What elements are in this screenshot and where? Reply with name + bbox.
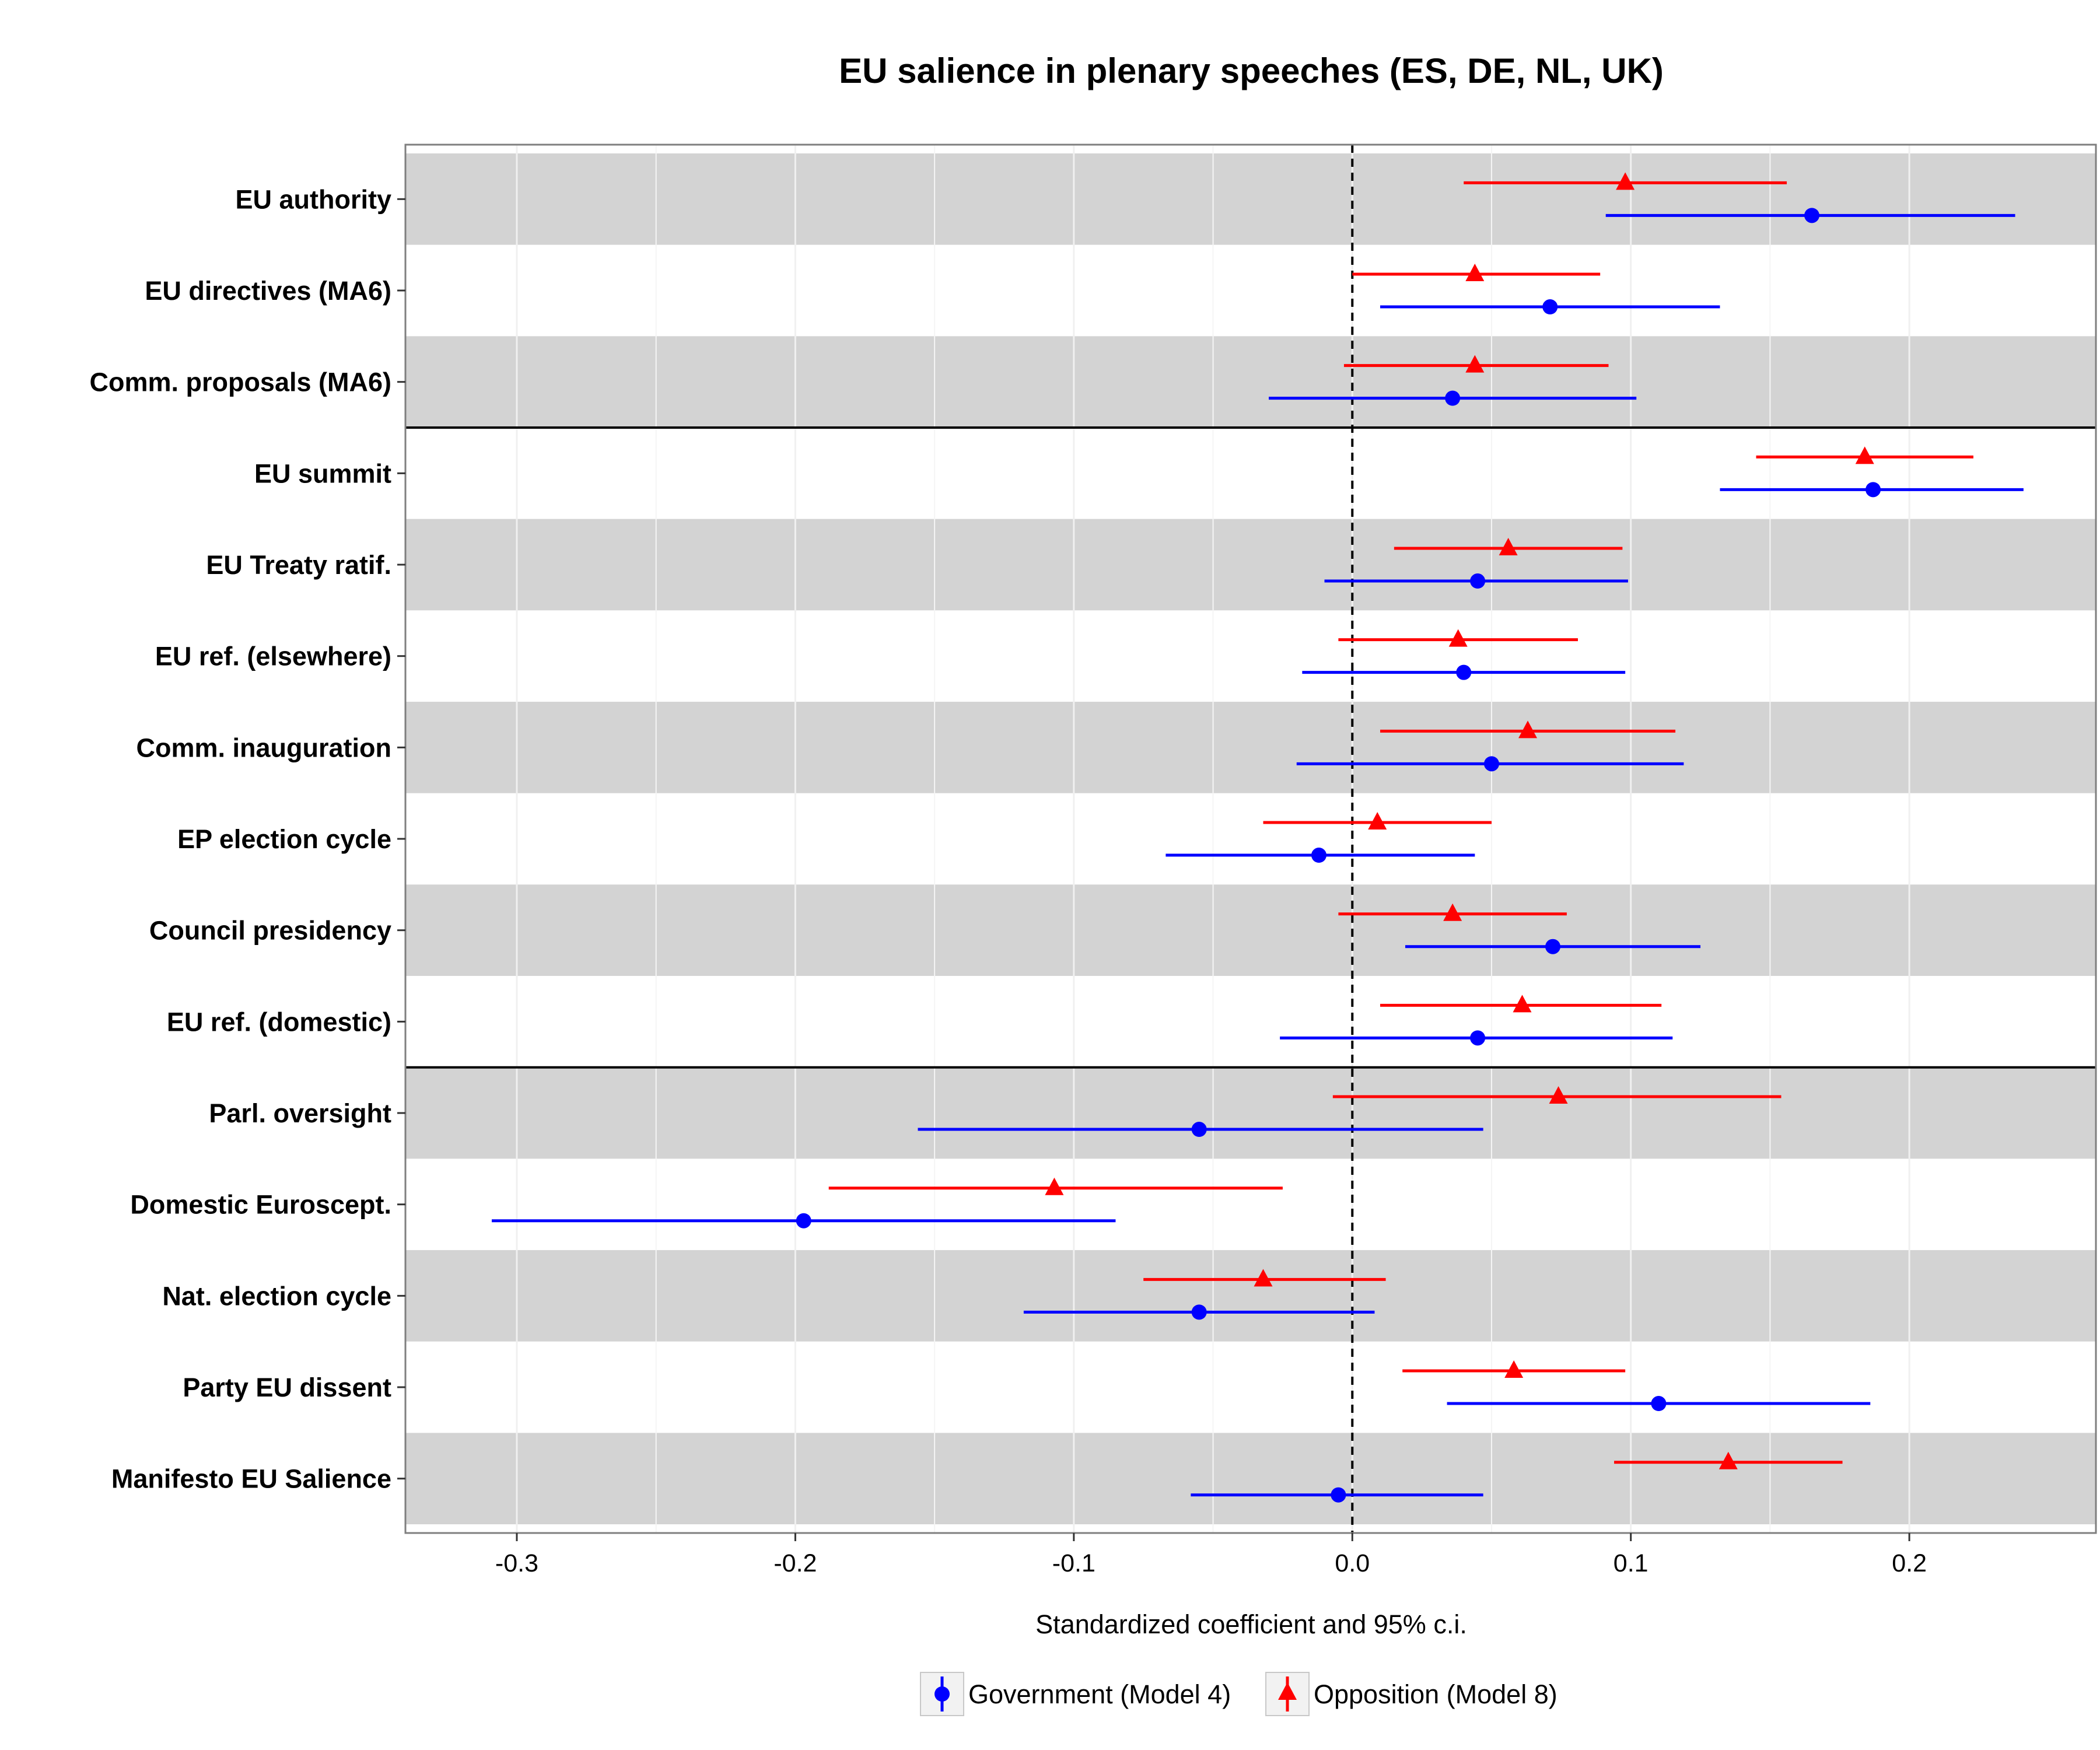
- x-axis-title: Standardized coefficient and 95% c.i.: [1035, 1609, 1467, 1639]
- x-tick-label: 0.2: [1892, 1549, 1927, 1577]
- y-tick-label: Manifesto EU Salience: [111, 1464, 391, 1494]
- opposition-point: [1465, 264, 1485, 282]
- x-tick-label: -0.2: [774, 1549, 817, 1577]
- row-band: [405, 336, 2096, 428]
- y-tick-label: EU authority: [235, 184, 391, 214]
- opposition-legend-label: Opposition (Model 8): [1314, 1679, 1558, 1709]
- government-point: [1445, 390, 1461, 406]
- opposition-point: [1499, 538, 1518, 556]
- opposition-point: [1465, 355, 1485, 373]
- opposition-point: [1518, 720, 1538, 738]
- government-point: [1542, 299, 1558, 315]
- y-tick-label: EU summit: [254, 459, 391, 488]
- y-tick-label: Council presidency: [149, 916, 391, 946]
- government-point: [796, 1213, 811, 1228]
- y-tick-label: EU ref. (domestic): [167, 1007, 391, 1037]
- group-separators: [405, 426, 2096, 1069]
- row-band: [405, 702, 2096, 793]
- row-band: [405, 153, 2096, 245]
- opposition-point: [1504, 1360, 1524, 1378]
- government-point: [1470, 573, 1486, 589]
- row-band: [405, 1433, 2096, 1525]
- y-tick-label: EU directives (MA6): [145, 276, 391, 306]
- y-tick-label: Parl. oversight: [209, 1098, 391, 1128]
- opposition-point: [1549, 1086, 1568, 1104]
- x-tick-label: -0.3: [495, 1549, 538, 1577]
- opposition-point: [1513, 995, 1532, 1013]
- row-band: [405, 1250, 2096, 1342]
- opposition-point: [1718, 1451, 1738, 1469]
- opposition-point: [1616, 172, 1635, 190]
- row-bands: [405, 153, 2096, 1525]
- y-tick-label: EU Treaty ratif.: [206, 550, 391, 580]
- government-point: [1191, 1304, 1207, 1320]
- x-axis: -0.3 -0.2 -0.1 0.0 0.1 0.2: [495, 1533, 1927, 1577]
- x-tick-label: -0.1: [1052, 1549, 1096, 1577]
- government-point: [1470, 1030, 1486, 1046]
- opposition-point: [1254, 1269, 1273, 1287]
- y-tick-label: EU ref. (elsewhere): [155, 642, 391, 671]
- row-band: [405, 884, 2096, 977]
- government-point: [1311, 848, 1326, 863]
- opposition-point: [1368, 812, 1387, 830]
- government-point: [1804, 208, 1820, 223]
- legend: Government (Model 4) Opposition (Model 8): [920, 1672, 1558, 1716]
- government-point: [1866, 482, 1881, 498]
- chart-title: EU salience in plenary speeches (ES, DE,…: [839, 51, 1664, 90]
- opposition-point: [1855, 446, 1874, 464]
- government-point: [1191, 1122, 1207, 1138]
- government-point: [1331, 1487, 1346, 1503]
- government-point: [1651, 1396, 1667, 1412]
- y-tick-label: Nat. election cycle: [162, 1281, 391, 1311]
- government-legend-marker: [935, 1686, 950, 1702]
- x-tick-label: 0.0: [1335, 1549, 1370, 1577]
- opposition-point: [1045, 1177, 1064, 1195]
- government-legend-label: Government (Model 4): [968, 1679, 1231, 1709]
- opposition-point: [1448, 629, 1468, 647]
- government-point: [1483, 756, 1499, 772]
- y-tick-label: Party EU dissent: [183, 1373, 391, 1402]
- government-point: [1456, 664, 1472, 680]
- opposition-legend-marker: [1278, 1682, 1297, 1700]
- x-tick-label: 0.1: [1614, 1549, 1648, 1577]
- y-tick-label: Comm. inauguration: [136, 733, 392, 762]
- y-tick-label: EP election cycle: [177, 824, 391, 854]
- y-axis: EU authority EU directives (MA6) Comm. pro…: [89, 184, 405, 1494]
- data-marks: [492, 172, 2024, 1503]
- row-band: [405, 1067, 2096, 1159]
- row-band: [405, 519, 2096, 611]
- y-tick-label: Comm. proposals (MA6): [89, 368, 391, 397]
- opposition-point: [1443, 903, 1462, 921]
- government-point: [1545, 939, 1561, 954]
- y-tick-label: Domestic Euroscept.: [130, 1190, 391, 1220]
